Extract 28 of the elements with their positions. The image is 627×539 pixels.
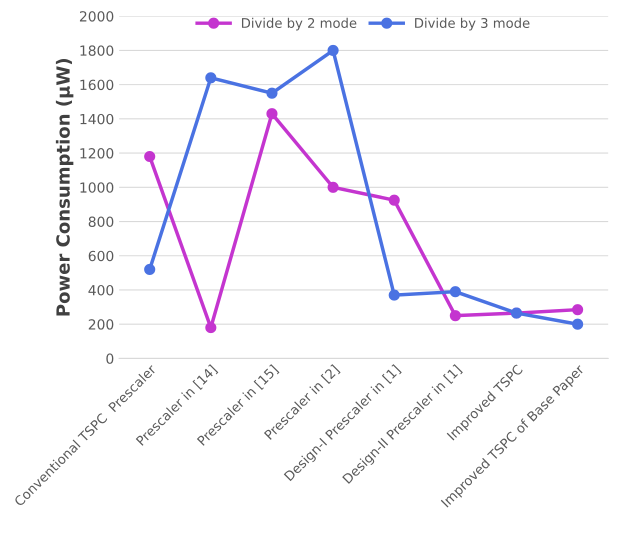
point: [328, 44, 339, 56]
point: [266, 108, 278, 120]
point: [328, 182, 339, 193]
point: [450, 310, 461, 322]
legend-label: Divide by 2 mode: [242, 18, 356, 31]
point: [144, 264, 156, 275]
y-tick-label: 1800: [80, 45, 114, 56]
y-tick-label: 2000: [80, 11, 114, 22]
point: [144, 150, 156, 162]
point: [205, 322, 216, 334]
legend-label: Divide by 3 mode: [415, 18, 530, 31]
y-tick-label: 1200: [80, 148, 114, 159]
y-axis-title: Power Consumption (µW): [56, 59, 74, 316]
y-tick-label: 1000: [80, 182, 114, 193]
y-tick-label: 200: [88, 319, 114, 330]
point: [572, 318, 584, 330]
point: [572, 304, 584, 316]
y-tick-label: 1400: [80, 114, 114, 124]
point: [388, 290, 400, 301]
point: [266, 88, 278, 99]
y-tick-label: 800: [88, 216, 114, 228]
y-tick-label: 400: [88, 284, 114, 296]
point: [205, 72, 216, 84]
y-tick-label: 1600: [80, 80, 114, 90]
point: [450, 286, 461, 298]
y-tick-label: 0: [106, 353, 114, 364]
y-tick-label: 600: [88, 250, 114, 262]
point: [388, 194, 400, 206]
